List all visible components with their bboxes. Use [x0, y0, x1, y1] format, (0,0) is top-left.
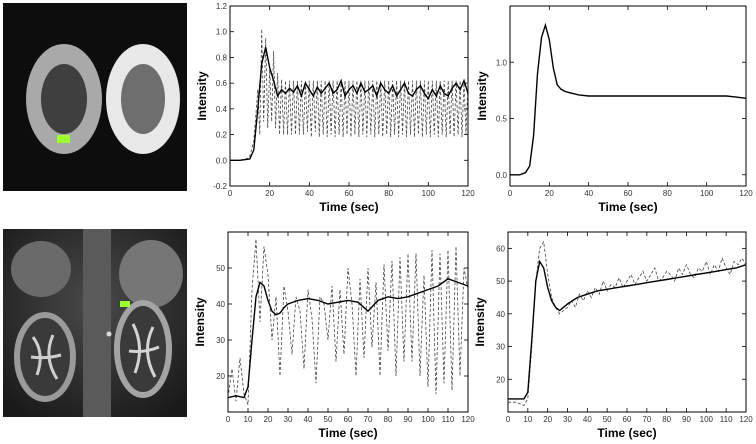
x-tick-label: 60 — [345, 189, 354, 198]
x-tick-label: 120 — [739, 415, 753, 424]
y-tick-label: 60 — [496, 244, 505, 253]
x-tick-label: 90 — [404, 415, 413, 424]
y-tick-label: 1.2 — [216, 2, 228, 11]
y-tick-label: 30 — [216, 336, 225, 345]
y-tick-label: 0.0 — [496, 171, 508, 180]
x-tick-label: 110 — [442, 415, 455, 424]
y-tick-label: 0.2 — [216, 131, 228, 140]
y-tick-label: 0.8 — [216, 53, 228, 62]
x-tick-label: 120 — [461, 415, 475, 424]
right-kidney-medulla — [121, 64, 165, 134]
y-axis-label: Intensity — [473, 297, 487, 347]
solid-series-line — [230, 46, 469, 162]
x-tick-label: 100 — [422, 189, 436, 198]
x-axis-label: Time (sec) — [598, 200, 657, 214]
x-tick-label: 80 — [663, 189, 672, 198]
x-tick-label: 40 — [584, 189, 593, 198]
x-tick-label: 60 — [624, 189, 633, 198]
dashed-series-line — [227, 239, 469, 405]
left-kidney-medulla — [41, 64, 87, 134]
x-tick-label: 0 — [228, 189, 233, 198]
y-tick-label: 1.0 — [216, 28, 228, 37]
x-tick-label: 110 — [720, 415, 733, 424]
x-tick-label: 100 — [700, 189, 714, 198]
y-tick-label: 0.0 — [216, 156, 228, 165]
x-tick-label: 20 — [264, 415, 273, 424]
x-tick-label: 100 — [700, 415, 714, 424]
x-tick-label: 70 — [642, 415, 651, 424]
solid-series-line — [508, 259, 747, 400]
x-tick-label: 20 — [545, 189, 554, 198]
mri-left-organ — [11, 241, 71, 297]
y-tick-label: 50 — [216, 264, 225, 273]
mri-image-svg — [3, 229, 187, 417]
x-tick-label: 50 — [603, 415, 612, 424]
mri-roi-marker — [120, 301, 130, 307]
mri-right-organ — [119, 240, 183, 308]
x-tick-label: 20 — [265, 189, 274, 198]
y-tick-label: 40 — [216, 300, 225, 309]
x-tick-label: 60 — [623, 415, 632, 424]
x-axis-label: Time (sec) — [597, 426, 656, 440]
x-tick-label: 10 — [244, 415, 253, 424]
chart-mri-cortex-svg: 0 10 20 30 40 50 60 70 80 90 100 110 120 20 30 40 50 60 Ti… — [473, 231, 753, 440]
x-tick-label: 80 — [384, 189, 393, 198]
y-axis-label: Intensity — [475, 71, 489, 121]
x-tick-label: 0 — [506, 415, 511, 424]
chart-phantom-cortex-svg: 0 20 40 60 80 100 120 0.0 0.5 1.0 Time (sec) Intens… — [475, 5, 753, 214]
chart-mri-medulla-svg: 0 10 20 30 40 50 60 70 80 90 100 110 120 20 30 40 50 Time… — [193, 231, 475, 440]
phantom-image-svg — [3, 3, 187, 191]
chart-phantom-medulla-svg: 0 20 40 60 80 100 120 -0.2 0.0 0.2 0.4 0.6 0.8 1.0 1.2… — [195, 2, 475, 214]
chart-mri-medulla: 0 10 20 30 40 50 60 70 80 90 100 110 120 20 30 40 50 Time… — [193, 226, 475, 444]
x-tick-label: 90 — [682, 415, 691, 424]
x-tick-label: 100 — [421, 415, 435, 424]
x-tick-label: 20 — [543, 415, 552, 424]
x-tick-label: 60 — [344, 415, 353, 424]
x-tick-label: 30 — [563, 415, 572, 424]
y-axis-label: Intensity — [193, 297, 207, 347]
y-tick-label: 50 — [496, 277, 505, 286]
x-tick-label: 50 — [324, 415, 333, 424]
y-tick-label: 0.4 — [216, 105, 228, 114]
mri-image — [3, 229, 187, 417]
x-tick-label: 120 — [739, 189, 753, 198]
chart-mri-cortex: 0 10 20 30 40 50 60 70 80 90 100 110 120 20 30 40 50 60 Ti… — [473, 226, 754, 444]
mri-right-kidney — [114, 300, 172, 398]
y-tick-label: -0.2 — [213, 182, 227, 191]
y-tick-label: 1.0 — [496, 58, 508, 67]
x-tick-label: 40 — [583, 415, 592, 424]
x-tick-label: 70 — [364, 415, 373, 424]
plot-area — [229, 5, 469, 187]
phantom-image — [3, 3, 187, 191]
y-tick-label: 0.5 — [496, 115, 508, 124]
solid-series-line — [227, 278, 469, 399]
x-tick-label: 0 — [226, 415, 231, 424]
x-tick-label: 80 — [384, 415, 393, 424]
y-tick-label: 20 — [496, 375, 505, 384]
y-tick-label: 40 — [496, 310, 505, 319]
dashed-series-line — [230, 29, 469, 161]
chart-phantom-medulla: 0 20 40 60 80 100 120 -0.2 0.0 0.2 0.4 0.6 0.8 1.0 1.2… — [194, 0, 475, 215]
solid-series-line — [510, 22, 747, 176]
mri-spine — [83, 229, 111, 417]
x-tick-label: 30 — [284, 415, 293, 424]
x-tick-label: 120 — [461, 189, 475, 198]
phantom-roi-marker — [57, 135, 70, 143]
x-tick-label: 40 — [305, 189, 314, 198]
chart-phantom-cortex: 0 20 40 60 80 100 120 0.0 0.5 1.0 Time (sec) Intens… — [474, 0, 754, 215]
y-tick-label: 30 — [496, 343, 505, 352]
x-axis-label: Time (sec) — [319, 200, 378, 214]
x-axis-label: Time (sec) — [318, 426, 377, 440]
x-tick-label: 80 — [662, 415, 671, 424]
mri-left-kidney-structure — [30, 334, 62, 380]
mri-vessel-dot — [106, 331, 112, 337]
x-tick-label: 10 — [523, 415, 532, 424]
x-tick-label: 0 — [508, 189, 513, 198]
plot-area — [507, 231, 747, 413]
y-axis-label: Intensity — [195, 71, 209, 121]
mri-right-kidney-structure — [128, 323, 160, 378]
x-tick-label: 40 — [304, 415, 313, 424]
y-tick-label: 0.6 — [216, 79, 228, 88]
y-tick-label: 20 — [216, 372, 225, 381]
